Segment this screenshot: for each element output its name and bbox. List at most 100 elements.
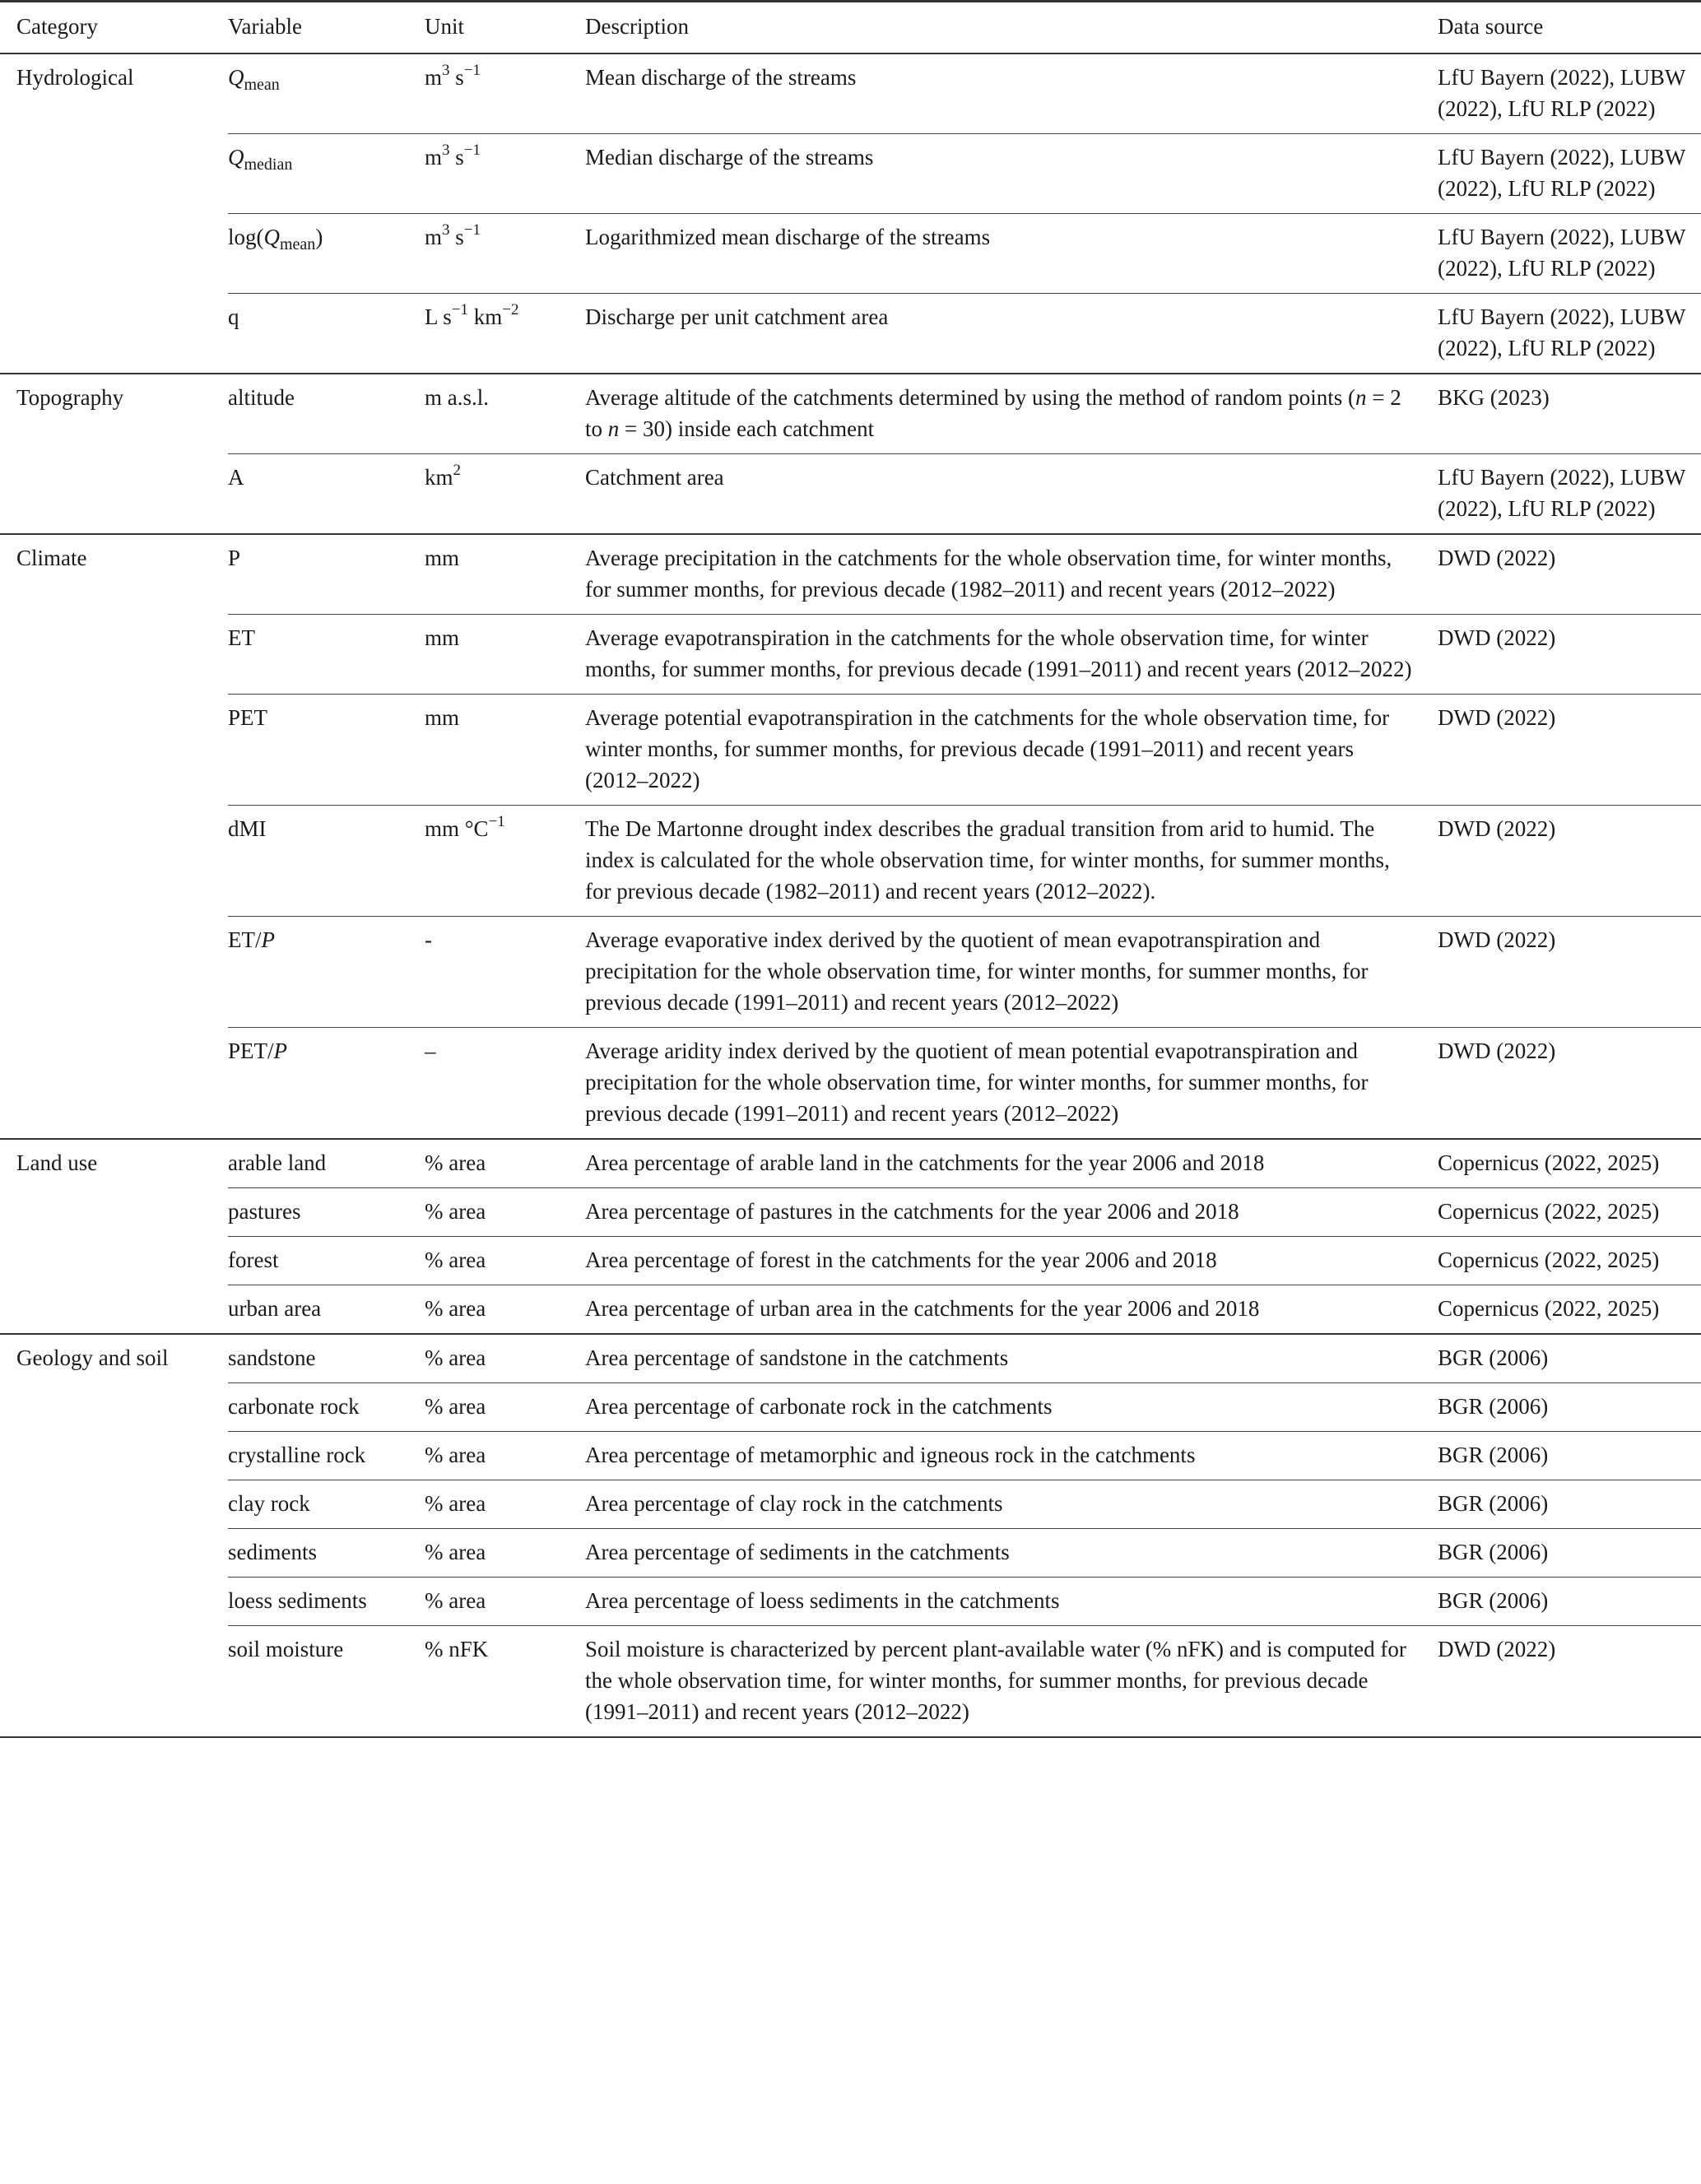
text-segment: m [425, 65, 443, 90]
description-cell: Average precipitation in the catchments … [585, 533, 1438, 615]
description-cell: Mean discharge of the streams [585, 53, 1438, 134]
data-source-cell: BGR (2006) [1438, 1333, 1701, 1383]
data-source-cell: BGR (2006) [1438, 1431, 1701, 1480]
variable-cell: PET/P [228, 1027, 425, 1139]
subscript: median [244, 156, 293, 174]
variables-table: Category Variable Unit Description Data … [0, 1, 1701, 1738]
text-segment: P [261, 927, 276, 952]
superscript: −1 [463, 62, 481, 79]
category-cell [0, 1383, 228, 1432]
data-source-cell: LfU Bayern (2022), LUBW (2022), LfU RLP … [1438, 53, 1701, 134]
header-description: Description [585, 14, 689, 39]
description-cell: Discharge per unit catchment area [585, 293, 1438, 374]
unit-cell: % area [425, 1333, 585, 1383]
unit-cell: % area [425, 1577, 585, 1626]
header-data-source: Data source [1438, 14, 1544, 39]
superscript: −1 [451, 301, 468, 318]
unit-cell: % nFK [425, 1625, 585, 1738]
description-cell: Area percentage of pastures in the catch… [585, 1187, 1438, 1237]
text-segment: km [467, 304, 503, 329]
variable-cell: P [228, 533, 425, 615]
category-cell [0, 134, 228, 214]
table-row: ET/P - Average evaporative index derived b… [0, 916, 1701, 1028]
table-row: Qmedian m3 s−1 Median discharge of the str… [0, 133, 1701, 214]
text-segment: Q [228, 65, 244, 90]
table-row: log(Qmean) m3 s−1 Logarithmized mean disch… [0, 213, 1701, 294]
data-source-cell: DWD (2022) [1438, 694, 1701, 806]
unit-cell: mm [425, 614, 585, 695]
text-segment: P [273, 1039, 288, 1063]
unit-cell: % area [425, 1236, 585, 1285]
description-cell: Area percentage of metamorphic and igneo… [585, 1431, 1438, 1480]
category-cell [0, 1578, 228, 1626]
unit-cell: L s−1 km−2 [425, 293, 585, 374]
unit-cell: – [425, 1027, 585, 1139]
header-category: Category [16, 14, 98, 39]
table-row: Topography altitude m a.s.l. Average altitu… [0, 373, 1701, 454]
category-cell [0, 294, 228, 374]
variable-cell: PET [228, 694, 425, 806]
text-segment: s [449, 65, 464, 90]
category-cell [0, 1432, 228, 1480]
superscript: 3 [442, 62, 450, 79]
text-segment: log( [228, 225, 264, 249]
data-source-cell: LfU Bayern (2022), LUBW (2022), LfU RLP … [1438, 453, 1701, 534]
description-cell: Average aridity index derived by the quo… [585, 1027, 1438, 1139]
data-source-cell: BGR (2006) [1438, 1480, 1701, 1529]
table-body: Hydrological Qmean m3 s−1 Mean discharge of… [0, 53, 1701, 1738]
variable-cell: ET/P [228, 916, 425, 1028]
description-cell: Catchment area [585, 453, 1438, 534]
variable-cell: sandstone [228, 1333, 425, 1383]
variable-cell: q [228, 293, 425, 374]
superscript: 3 [442, 221, 450, 239]
category-cell [0, 1625, 228, 1738]
subscript: mean [280, 235, 316, 253]
category-cell: Climate [0, 533, 228, 615]
category-cell [0, 214, 228, 294]
variable-cell: log(Qmean) [228, 213, 425, 294]
table-row: clay rock% area Area percentage of clay r… [0, 1480, 1701, 1529]
variable-cell: arable land [228, 1138, 425, 1188]
variable-cell: soil moisture [228, 1625, 425, 1738]
description-cell: Area percentage of arable land in the ca… [585, 1138, 1438, 1188]
description-cell: Area percentage of sandstone in the catc… [585, 1333, 1438, 1383]
table-row: Hydrological Qmean m3 s−1 Mean discharge of… [0, 53, 1701, 134]
table-row: crystalline rock% area Area percentage of… [0, 1431, 1701, 1480]
description-cell: Area percentage of loess sediments in th… [585, 1577, 1438, 1626]
unit-cell: km2 [425, 453, 585, 534]
text-segment: n [607, 416, 620, 441]
text-segment: Q [263, 225, 281, 249]
unit-cell: % area [425, 1187, 585, 1237]
text-segment: m [425, 225, 443, 249]
unit-cell: % area [425, 1138, 585, 1188]
data-source-cell: LfU Bayern (2022), LUBW (2022), LfU RLP … [1438, 293, 1701, 374]
table-row: PET/P – Average aridity index derived by t… [0, 1027, 1701, 1139]
superscript: 2 [453, 462, 462, 479]
data-source-cell: DWD (2022) [1438, 916, 1701, 1028]
description-cell: Soil moisture is characterized by percen… [585, 1625, 1438, 1738]
text-segment: ) [315, 225, 323, 249]
category-cell [0, 1188, 228, 1237]
variable-cell: dMI [228, 805, 425, 917]
description-cell: Logarithmized mean discharge of the stre… [585, 213, 1438, 294]
description-cell: The De Martonne drought index describes … [585, 805, 1438, 917]
category-cell [0, 1480, 228, 1529]
data-source-cell: DWD (2022) [1438, 805, 1701, 917]
text-segment: Q [228, 145, 244, 170]
text-segment: ET/ [228, 927, 262, 952]
text-segment: n [1355, 385, 1367, 410]
variable-cell: clay rock [228, 1480, 425, 1529]
category-cell [0, 1285, 228, 1335]
data-source-cell: DWD (2022) [1438, 614, 1701, 695]
variable-cell: sediments [228, 1528, 425, 1578]
data-source-cell: Copernicus (2022, 2025) [1438, 1285, 1701, 1334]
data-source-cell: DWD (2022) [1438, 1027, 1701, 1139]
category-cell [0, 806, 228, 917]
unit-cell: % area [425, 1285, 585, 1334]
category-cell [0, 454, 228, 535]
superscript: −1 [488, 813, 505, 830]
unit-cell: % area [425, 1382, 585, 1432]
data-source-cell: BKG (2023) [1438, 373, 1701, 454]
